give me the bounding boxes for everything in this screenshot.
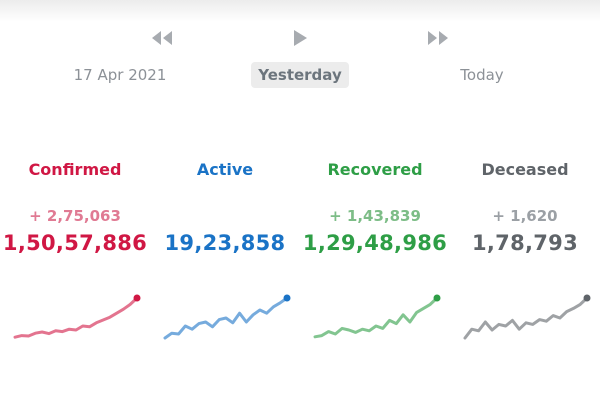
stat-active[interactable]: Active 19,23,858 — [150, 150, 300, 257]
stat-delta: + 2,75,063 — [29, 207, 121, 225]
sparkline-deceased — [463, 294, 591, 340]
sparkline-active — [163, 294, 291, 340]
stat-total: 19,23,858 — [164, 231, 286, 255]
sparkline-end-dot — [133, 294, 141, 302]
stat-deceased[interactable]: Deceased + 1,620 1,78,793 — [450, 150, 600, 257]
sparkline-end-dot — [283, 294, 291, 302]
top-shadow — [0, 0, 600, 22]
stat-label: Deceased — [481, 160, 569, 179]
fast-forward-icon-glyph — [428, 31, 448, 45]
stat-label: Recovered — [327, 160, 423, 179]
sparkline-recovered — [313, 294, 441, 339]
sparkline-trend-line — [13, 296, 139, 339]
rewind-icon[interactable] — [150, 26, 174, 50]
play-icon-glyph — [294, 30, 307, 46]
date-option-yesterday[interactable]: Yesterday — [251, 62, 349, 88]
date-option-17-apr-2021[interactable]: 17 Apr 2021 — [73, 66, 167, 84]
stat-label: Confirmed — [28, 160, 122, 179]
sparkline-trend-line — [313, 296, 439, 339]
stat-recovered[interactable]: Recovered + 1,43,839 1,29,48,986 — [300, 150, 450, 257]
sparkline-trend-line — [463, 296, 589, 340]
sparkline-end-dot — [583, 294, 591, 302]
stat-label: Active — [196, 160, 254, 179]
stat-delta — [150, 205, 300, 227]
stat-total: 1,50,57,886 — [2, 231, 148, 255]
sparkline-end-dot — [433, 294, 441, 302]
sparkline-confirmed — [13, 294, 141, 339]
stat-total: 1,29,48,986 — [302, 231, 448, 255]
sparkline-trend-line — [163, 296, 289, 340]
stat-total: 1,78,793 — [471, 231, 579, 255]
play-icon[interactable] — [290, 26, 310, 50]
stat-delta: + 1,43,839 — [329, 207, 421, 225]
rewind-icon-glyph — [152, 31, 172, 45]
stat-delta: + 1,620 — [492, 207, 558, 225]
stat-confirmed[interactable]: Confirmed + 2,75,063 1,50,57,886 — [0, 150, 150, 257]
fast-forward-icon[interactable] — [426, 26, 450, 50]
date-option-today[interactable]: Today — [460, 66, 504, 84]
